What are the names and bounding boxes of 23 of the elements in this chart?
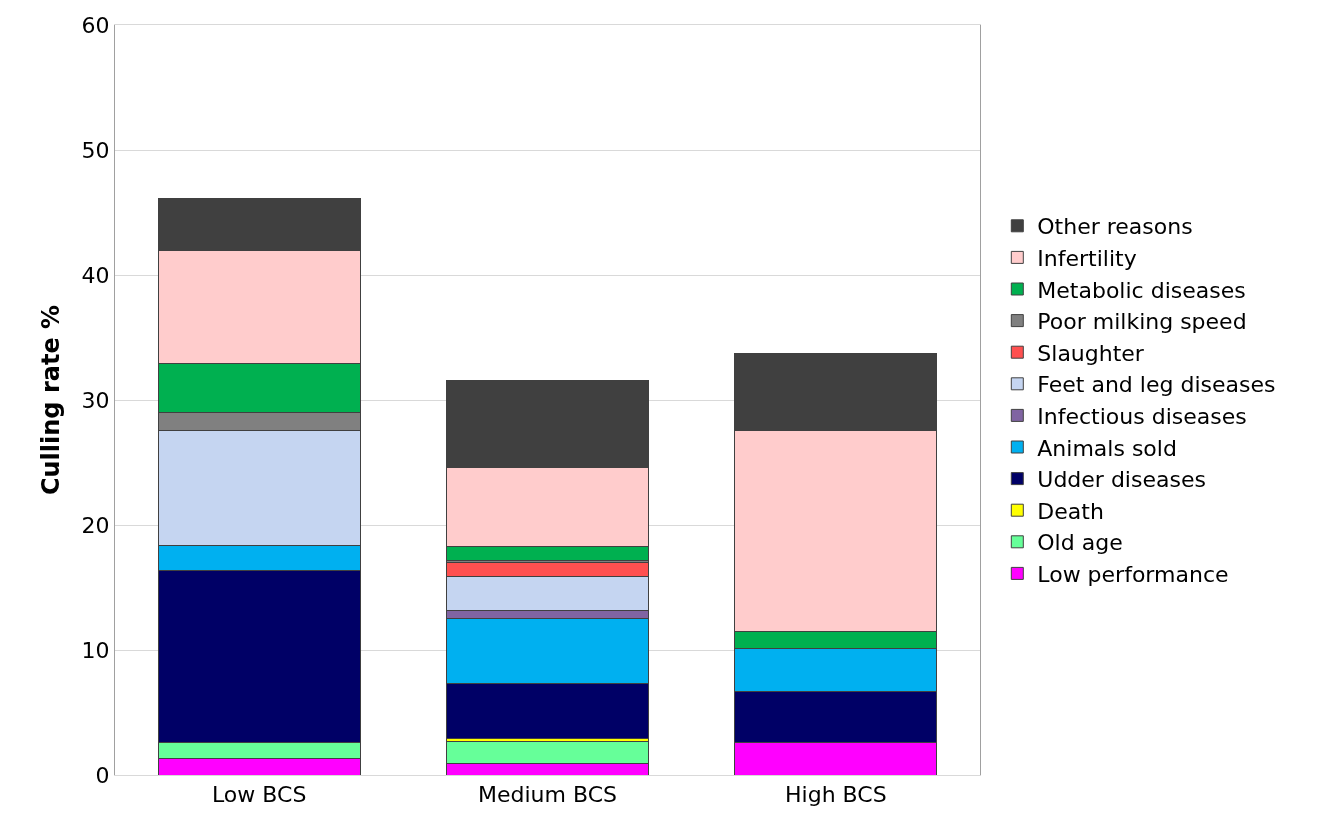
legend-label: Animals sold <box>1037 435 1177 461</box>
y-tick-label: 20 <box>81 512 110 538</box>
y-tick-label: 30 <box>81 387 110 413</box>
legend-label: Low performance <box>1037 561 1229 587</box>
legend-label: Infertility <box>1037 245 1137 271</box>
y-tick-label: 50 <box>81 137 110 163</box>
y-tick-label: 10 <box>81 637 110 663</box>
legend-label: Old age <box>1037 530 1123 556</box>
legend-label: Udder diseases <box>1037 467 1206 493</box>
y-axis-title: Culling rate % <box>36 304 65 496</box>
x-tick-label: High BCS <box>785 782 887 808</box>
legend-label: Feet and leg diseases <box>1037 372 1276 398</box>
y-tick-label: 0 <box>95 762 110 788</box>
legend-label: Metabolic diseases <box>1037 277 1246 303</box>
x-tick-label: Low BCS <box>211 782 307 808</box>
legend-label: Slaughter <box>1037 340 1145 366</box>
y-tick-label: 60 <box>81 12 110 38</box>
legend-label: Poor milking speed <box>1037 309 1247 335</box>
x-tick-label: Medium BCS <box>478 782 617 808</box>
legend-label: Infectious diseases <box>1037 403 1247 429</box>
legend-label: Other reasons <box>1037 214 1193 240</box>
legend-label: Death <box>1037 498 1104 524</box>
y-tick-label: 40 <box>81 262 110 288</box>
